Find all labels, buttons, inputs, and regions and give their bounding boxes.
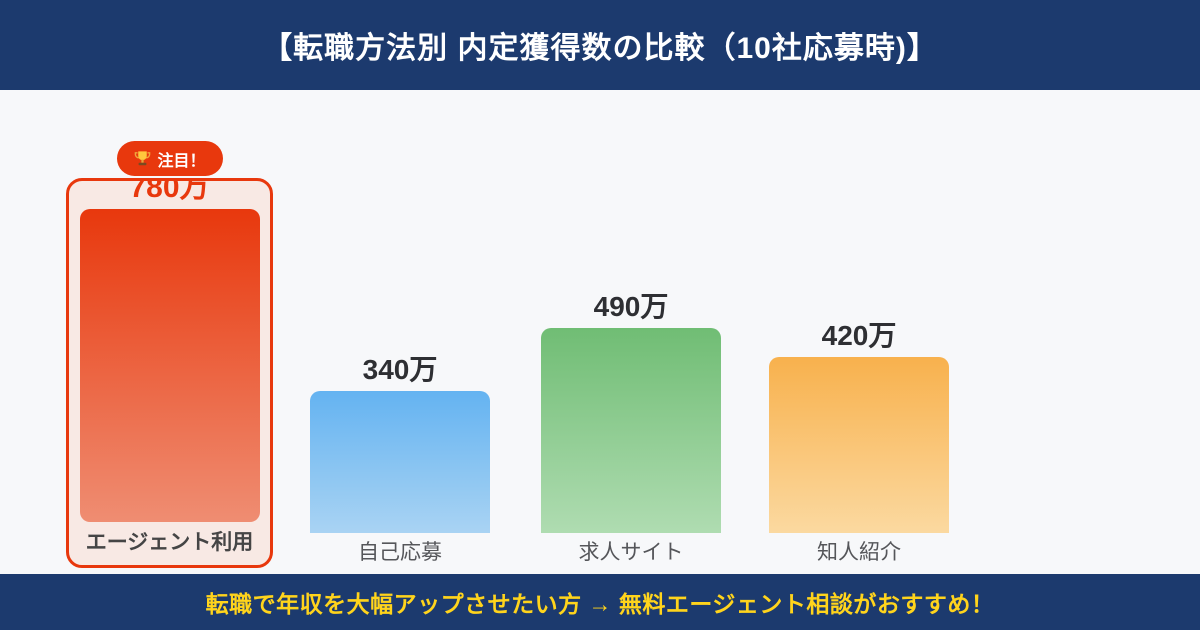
bar-value-agent: 780万 [129,178,210,204]
chart-area: 注目！ 780万 エージェント利用 340万 自己応募 490万 求人サイト 4… [0,90,1200,574]
bar-group-self-apply: 340万 自己応募 [310,353,490,565]
bar-value-self-apply: 340万 [362,354,438,385]
bar-label-referral: 知人紹介 [817,541,901,564]
bar-label-self-apply: 自己応募 [358,541,442,564]
footer-banner: 転職で年収を大幅アップさせたい方 → 無料エージェント相談がおすすめ！ [0,574,1200,630]
highlight-box: 780万 エージェント利用 [66,178,273,568]
bar-value-referral: 420万 [821,320,897,351]
header-banner: 【転職方法別 内定獲得数の比較（10社応募時)】 [0,0,1200,90]
bar-group-referral: 420万 知人紹介 [769,319,949,565]
bar-self-apply [310,391,490,533]
trophy-icon [133,150,150,167]
bar-job-site [541,328,721,533]
footer-message: 転職で年収を大幅アップさせたい方 → 無料エージェント相談がおすすめ！ [205,591,995,617]
bar-agent [79,209,260,522]
highlight-badge: 注目！ [116,141,223,176]
highlight-badge-label: 注目！ [157,152,206,170]
bar-value-job-site: 490万 [593,291,669,322]
bar-label-job-site: 求人サイト [578,541,684,564]
bar-group-job-site: 490万 求人サイト [541,290,721,565]
chart-title: 【転職方法別 内定獲得数の比較（10社応募時)】 [262,32,938,65]
bar-referral [769,357,949,533]
bar-group-agent: 注目！ 780万 エージェント利用 [66,141,273,568]
bar-label-agent: エージェント利用 [85,531,254,554]
